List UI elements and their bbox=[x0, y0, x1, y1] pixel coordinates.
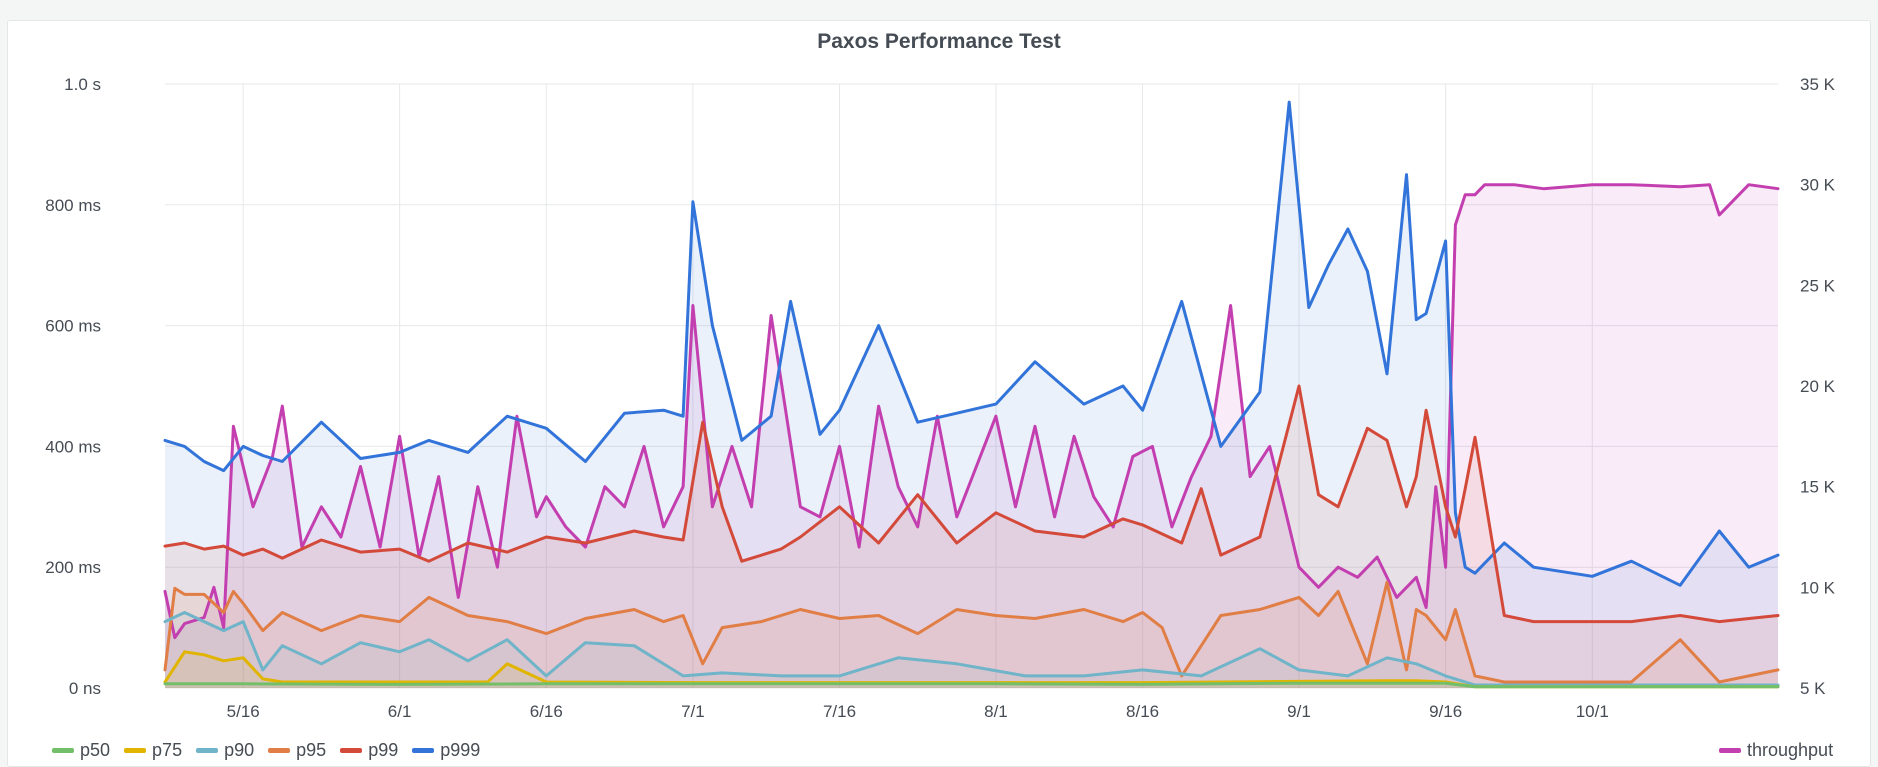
series-area-p99 bbox=[165, 386, 1778, 688]
legend-label: p75 bbox=[152, 740, 183, 760]
x-tick-label: 10/1 bbox=[1576, 702, 1609, 721]
x-tick-label: 6/16 bbox=[530, 702, 563, 721]
x-tick-label: 6/1 bbox=[388, 702, 412, 721]
y-left-tick-label: 1.0 s bbox=[64, 75, 101, 94]
legend-swatch bbox=[1719, 748, 1741, 753]
series-line-p999 bbox=[163, 100, 1780, 587]
x-tick-label: 9/16 bbox=[1429, 702, 1462, 721]
y-right-tick-label: 35 K bbox=[1800, 75, 1836, 94]
chart-title: Paxos Performance Test bbox=[817, 30, 1061, 53]
x-tick-label: 7/1 bbox=[681, 702, 705, 721]
legend-swatch bbox=[124, 748, 147, 753]
x-tick-label: 9/1 bbox=[1287, 702, 1311, 721]
legend-label: p999 bbox=[440, 740, 481, 760]
series-line-throughput bbox=[163, 183, 1780, 640]
legend-swatch bbox=[52, 748, 74, 753]
legend-label: throughput bbox=[1747, 740, 1834, 760]
y-left-tick-label: 0 ns bbox=[69, 679, 101, 698]
chart-panel bbox=[7, 20, 1871, 767]
series-line-p90 bbox=[163, 611, 1780, 687]
y-right-tick-label: 5 K bbox=[1800, 679, 1826, 698]
y-right-tick-label: 20 K bbox=[1800, 377, 1836, 396]
legend-swatch bbox=[268, 748, 291, 753]
legend-item-p75[interactable]: p75 bbox=[124, 740, 182, 761]
legend-item-throughput[interactable]: throughput bbox=[1719, 740, 1833, 761]
series-area-p95 bbox=[165, 582, 1778, 688]
legend-swatch bbox=[340, 748, 363, 753]
legend-swatch bbox=[196, 748, 219, 753]
y-right-tick-label: 10 K bbox=[1800, 578, 1836, 597]
y-right-tick-label: 25 K bbox=[1800, 276, 1836, 295]
legend-item-p999[interactable]: p999 bbox=[412, 740, 480, 761]
x-tick-label: 7/16 bbox=[823, 702, 856, 721]
series-line-p99 bbox=[163, 384, 1780, 624]
legend-label: p50 bbox=[80, 740, 111, 760]
legend-label: p95 bbox=[296, 740, 327, 760]
legend-item-p95[interactable]: p95 bbox=[268, 740, 326, 761]
series-area-p90 bbox=[165, 612, 1778, 688]
series-area-throughput bbox=[165, 184, 1778, 688]
series-line-p95 bbox=[163, 580, 1780, 684]
legend-swatch bbox=[412, 748, 435, 753]
legend-item-p50[interactable]: p50 bbox=[52, 740, 110, 761]
legend-label: p90 bbox=[224, 740, 255, 760]
y-left-tick-label: 800 ms bbox=[45, 196, 101, 215]
y-left-tick-label: 400 ms bbox=[45, 437, 101, 456]
legend-item-p99[interactable]: p99 bbox=[340, 740, 398, 761]
legend-left: p50 p75 p90 p95 p99 p999 bbox=[52, 740, 494, 761]
x-tick-label: 8/1 bbox=[984, 702, 1008, 721]
y-left-tick-label: 600 ms bbox=[45, 317, 101, 336]
y-right-tick-label: 15 K bbox=[1800, 478, 1836, 497]
y-right-tick-label: 30 K bbox=[1800, 176, 1836, 195]
x-tick-label: 5/16 bbox=[227, 702, 260, 721]
legend-item-p90[interactable]: p90 bbox=[196, 740, 254, 761]
x-tick-label: 8/16 bbox=[1126, 702, 1159, 721]
legend-right: throughput bbox=[1719, 740, 1833, 761]
y-left-tick-label: 200 ms bbox=[45, 558, 101, 577]
series-line-p50 bbox=[163, 681, 1780, 689]
legend-label: p99 bbox=[368, 740, 399, 760]
